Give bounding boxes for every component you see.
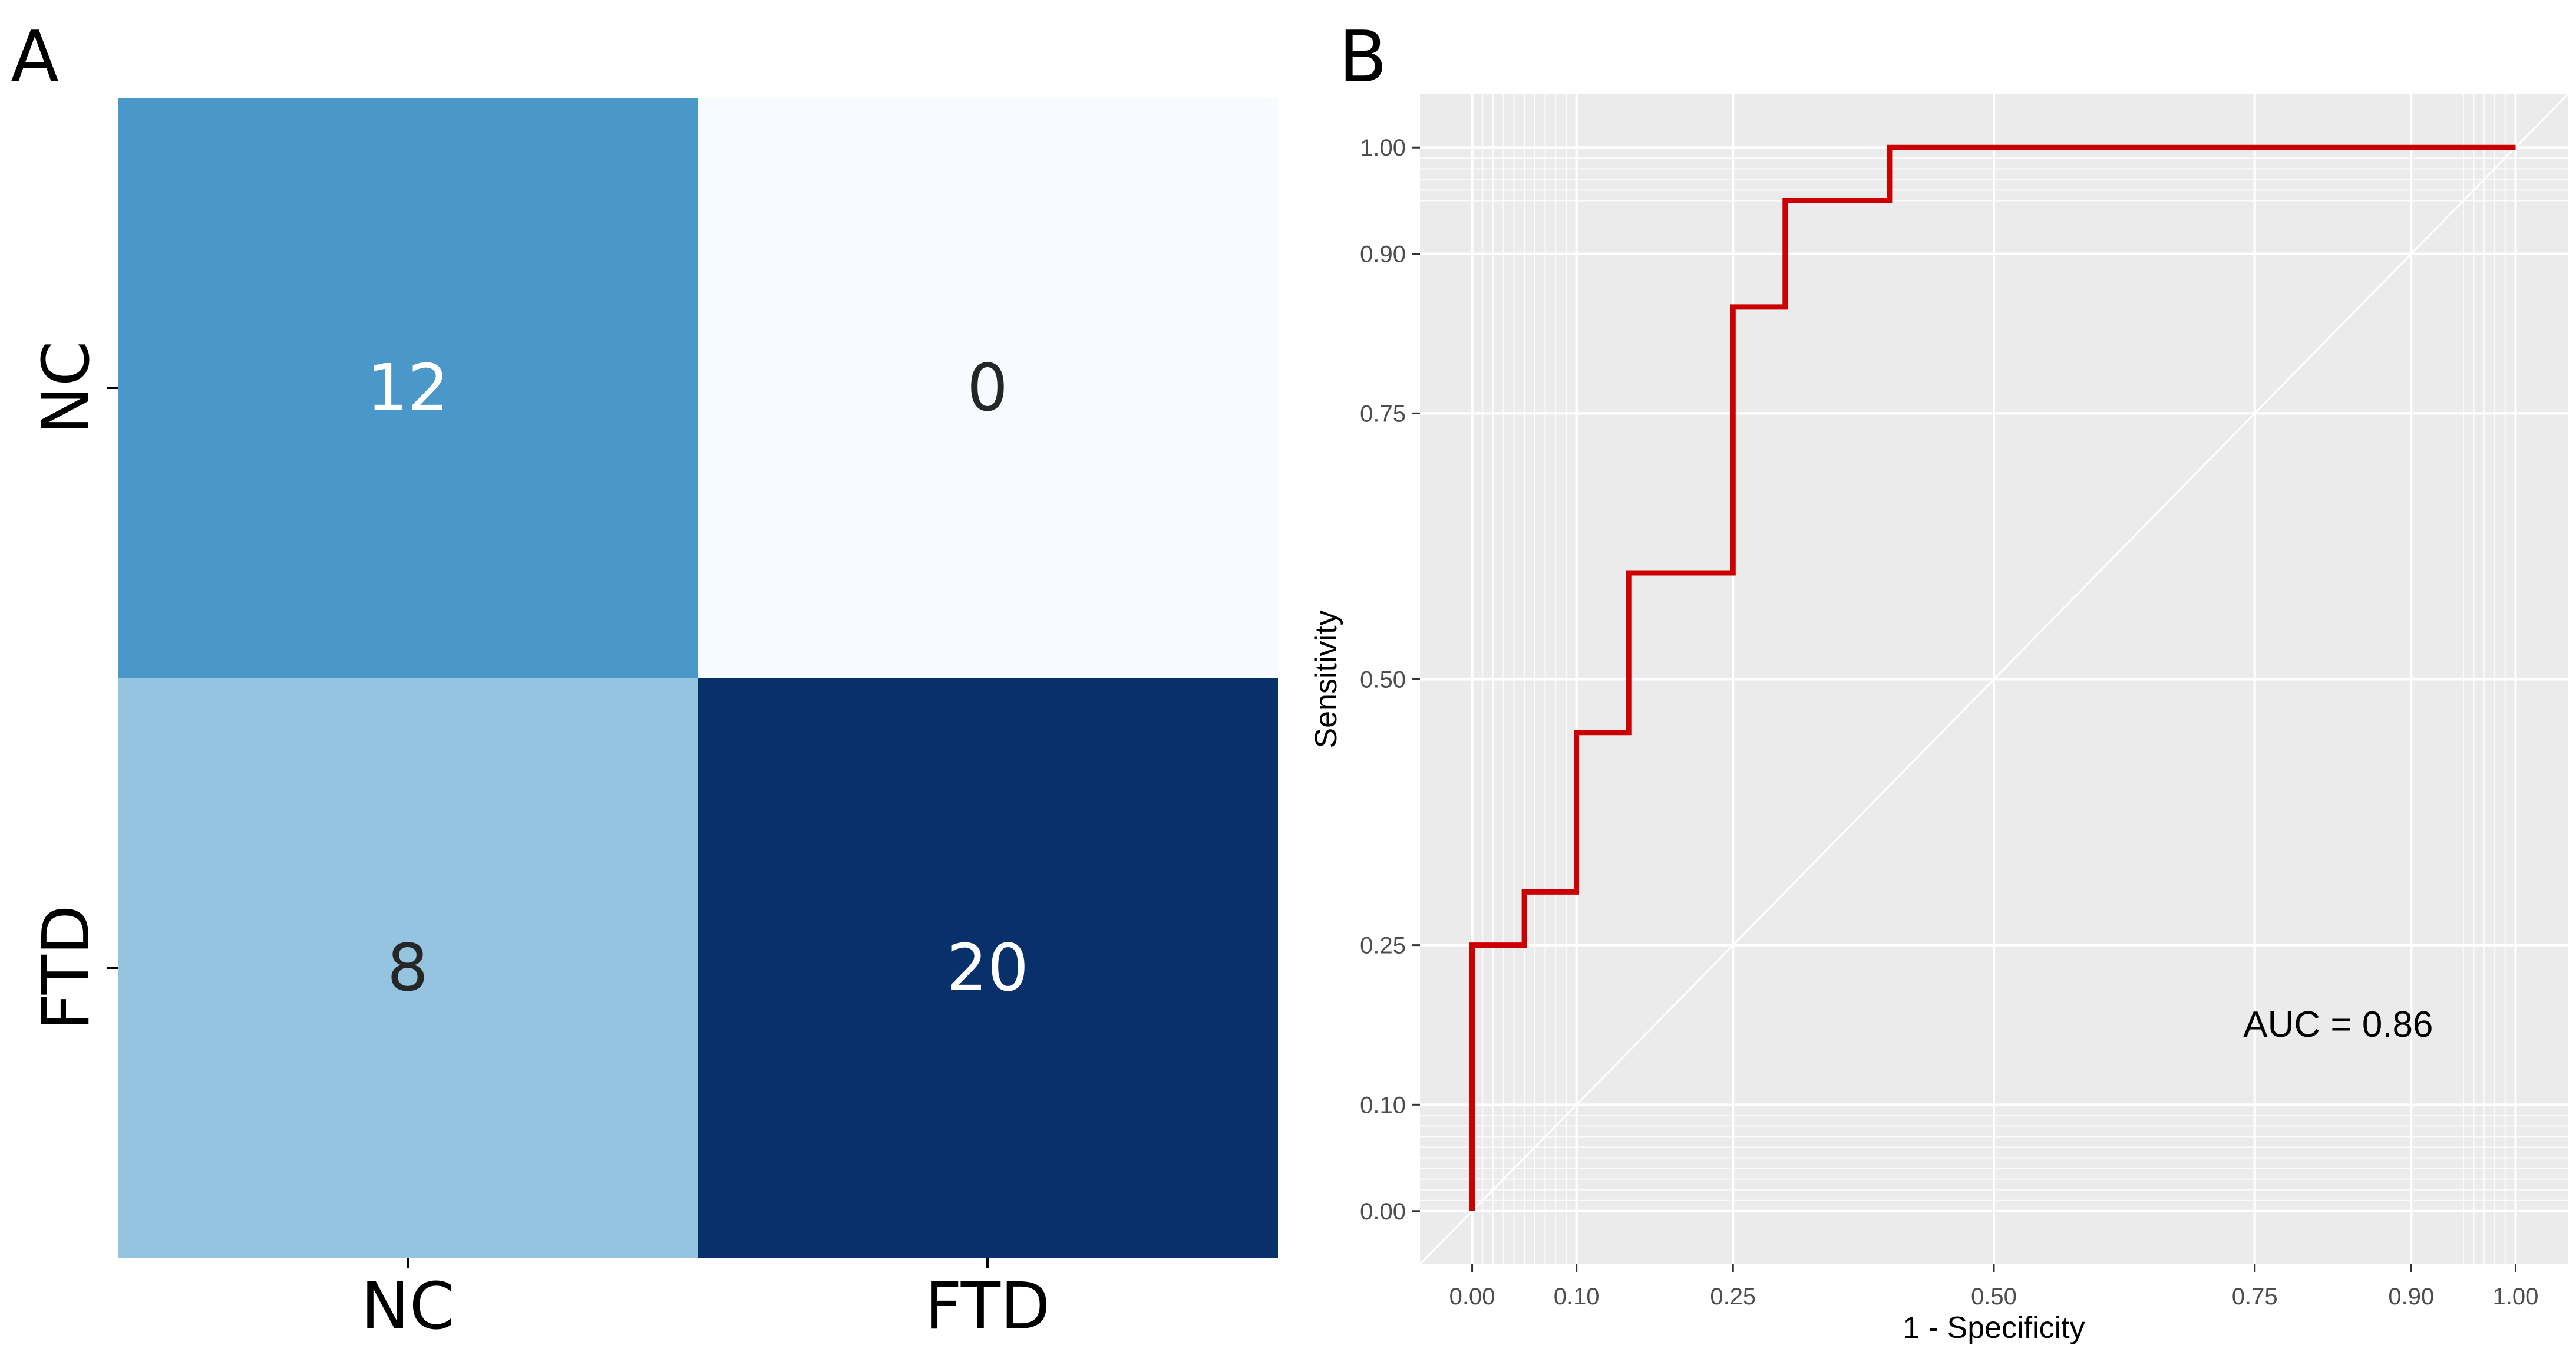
x-axis-tick-label: 1.00 bbox=[2493, 1284, 2539, 1310]
x-axis-tick-label: 0.75 bbox=[2232, 1284, 2278, 1310]
cell-value: 0 bbox=[967, 350, 1008, 426]
x-axis-tick-label: 0.50 bbox=[1971, 1284, 2017, 1310]
cell-value: 20 bbox=[946, 930, 1029, 1005]
y-tick-label: FTD bbox=[28, 905, 104, 1030]
cell-value: 12 bbox=[366, 350, 449, 426]
x-axis-tick-label: 0.00 bbox=[1449, 1284, 1495, 1310]
y-tick-label: NC bbox=[28, 341, 104, 434]
roc-plot: 0.00 0.10 0.25 0.50 0.75 0.90 1.00 0.00 0.10 0.25… bbox=[1309, 93, 2569, 1345]
y-axis-tick-label: 0.75 bbox=[1360, 401, 1406, 427]
panel-b-label: B bbox=[1339, 17, 1388, 98]
y-axis-tick-label: 0.50 bbox=[1360, 667, 1406, 693]
y-axis-tick-label: 0.25 bbox=[1360, 933, 1406, 959]
x-tick-label: FTD bbox=[924, 1268, 1050, 1344]
heatmap-cell bbox=[698, 98, 1278, 678]
y-axis-tick-label: 1.00 bbox=[1360, 135, 1406, 161]
heatmap-cell bbox=[118, 678, 698, 1258]
y-axis-tick-label: 0.10 bbox=[1360, 1092, 1406, 1118]
heatmap-cell bbox=[118, 98, 698, 678]
auc-annotation: AUC = 0.86 bbox=[2243, 1004, 2433, 1045]
x-axis-title: 1 - Specificity bbox=[1903, 1311, 2085, 1345]
x-tick-label: NC bbox=[361, 1268, 454, 1344]
panel-a-label: A bbox=[11, 17, 60, 98]
heatmap-cell bbox=[698, 678, 1278, 1258]
diagonal-reference-line bbox=[1419, 93, 2569, 1265]
y-axis-tick-label: 0.00 bbox=[1360, 1199, 1406, 1225]
y-axis-title: Sensitivity bbox=[1309, 610, 1343, 748]
y-axis-tick-label: 0.90 bbox=[1360, 242, 1406, 268]
x-axis-tick-label: 0.10 bbox=[1554, 1284, 1600, 1310]
x-axis-tick-label: 0.90 bbox=[2388, 1284, 2434, 1310]
roc-curve bbox=[1469, 144, 2516, 1211]
confusion-matrix: 12 0 8 20 NC FTD NC FTD bbox=[28, 98, 1278, 1344]
x-axis-tick-label: 0.25 bbox=[1710, 1284, 1756, 1310]
cell-value: 8 bbox=[387, 930, 428, 1005]
